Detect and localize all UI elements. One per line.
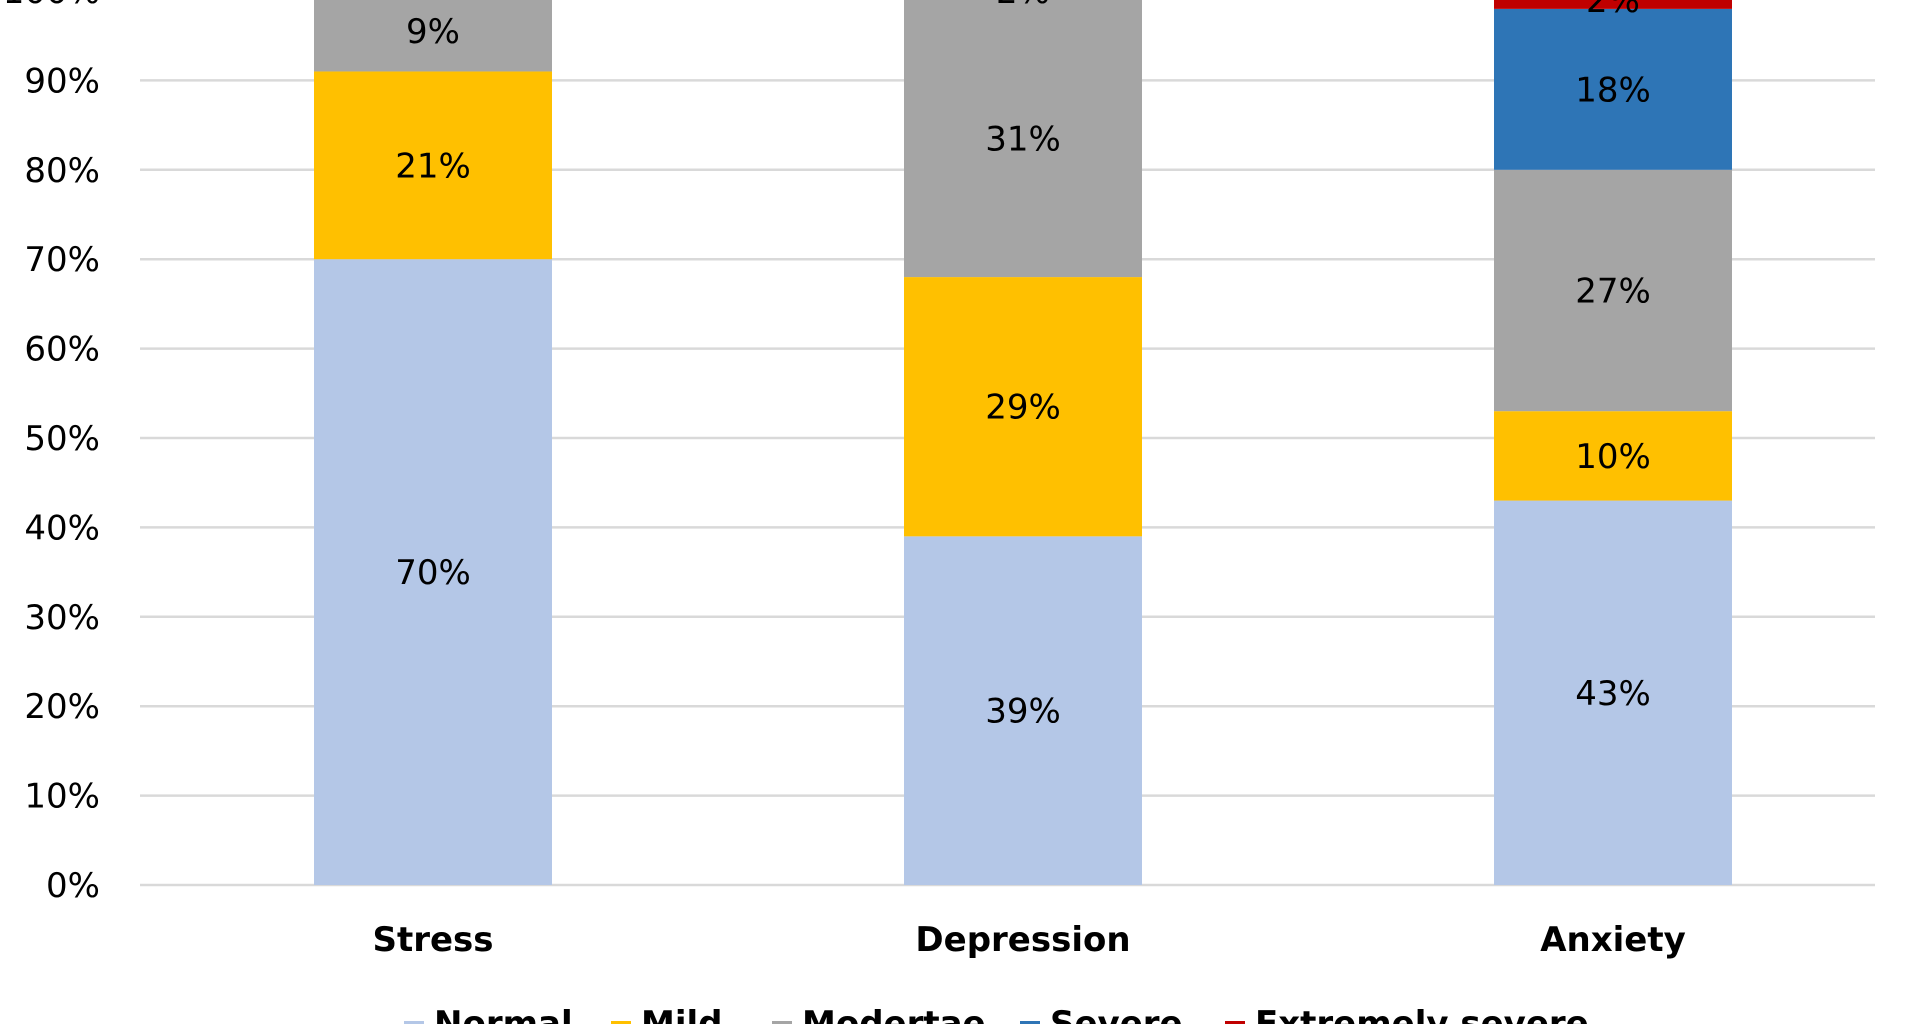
y-tick-label: 20% <box>24 687 100 727</box>
bar-segment <box>904 277 1142 537</box>
category-label: Stress <box>372 920 493 960</box>
bar-segment <box>1494 500 1732 885</box>
y-tick-label: 60% <box>24 330 100 370</box>
y-tick-label: 100% <box>3 0 100 12</box>
legend: Normal Mild Modertae Severe Extremely severe <box>404 1004 1589 1029</box>
bar-segment <box>1494 411 1732 501</box>
data-label: 2% <box>996 0 1050 12</box>
bars <box>314 0 1732 885</box>
y-tick-label: 80% <box>24 151 100 191</box>
y-tick-label: 10% <box>24 777 100 817</box>
y-tick-label: 50% <box>24 419 100 459</box>
data-label: 29% <box>985 388 1061 428</box>
y-tick-label: 70% <box>24 240 100 280</box>
data-label: 39% <box>985 692 1061 732</box>
category-label: Anxiety <box>1540 920 1686 960</box>
y-tick-label: 30% <box>24 598 100 638</box>
data-label: 21% <box>395 146 471 186</box>
y-axis-ticks: 0% 10% 20% 30% 40% 50% 60% 70% 80% 90% 100% <box>3 0 100 906</box>
data-label: 31% <box>985 120 1061 160</box>
data-label: 10% <box>1575 437 1651 477</box>
data-labels: 70% 21% 9% 39% 29% 31% 2% 43% 10% 27% 18% 2% <box>395 0 1651 732</box>
bar-segment <box>904 536 1142 885</box>
bar-segment <box>314 259 552 885</box>
bar-segment <box>1494 8 1732 170</box>
y-tick-label: 0% <box>46 866 100 906</box>
data-label: 70% <box>395 553 471 593</box>
data-label: 27% <box>1575 271 1651 311</box>
y-tick-label: 90% <box>24 61 100 101</box>
y-tick-label: 40% <box>24 508 100 548</box>
bar-segment <box>1494 169 1732 412</box>
category-label: Depression <box>915 920 1130 960</box>
legend-label: Mild <box>641 1004 722 1024</box>
x-axis-categories: Stress Depression Anxiety <box>372 920 1685 960</box>
bar-segment <box>314 71 552 260</box>
bar-segment <box>314 0 552 72</box>
data-label: 43% <box>1575 674 1651 714</box>
legend-label: Severe <box>1050 1004 1183 1024</box>
data-label: 2% <box>1586 0 1640 21</box>
bar-segment <box>1494 0 1732 9</box>
data-label: 18% <box>1575 70 1651 110</box>
data-label: 9% <box>406 12 460 52</box>
legend-label: Modertae <box>802 1004 986 1024</box>
legend-label: Extremely severe <box>1255 1004 1589 1024</box>
legend-label: Normal <box>434 1004 573 1024</box>
bar-segment <box>904 0 1142 278</box>
